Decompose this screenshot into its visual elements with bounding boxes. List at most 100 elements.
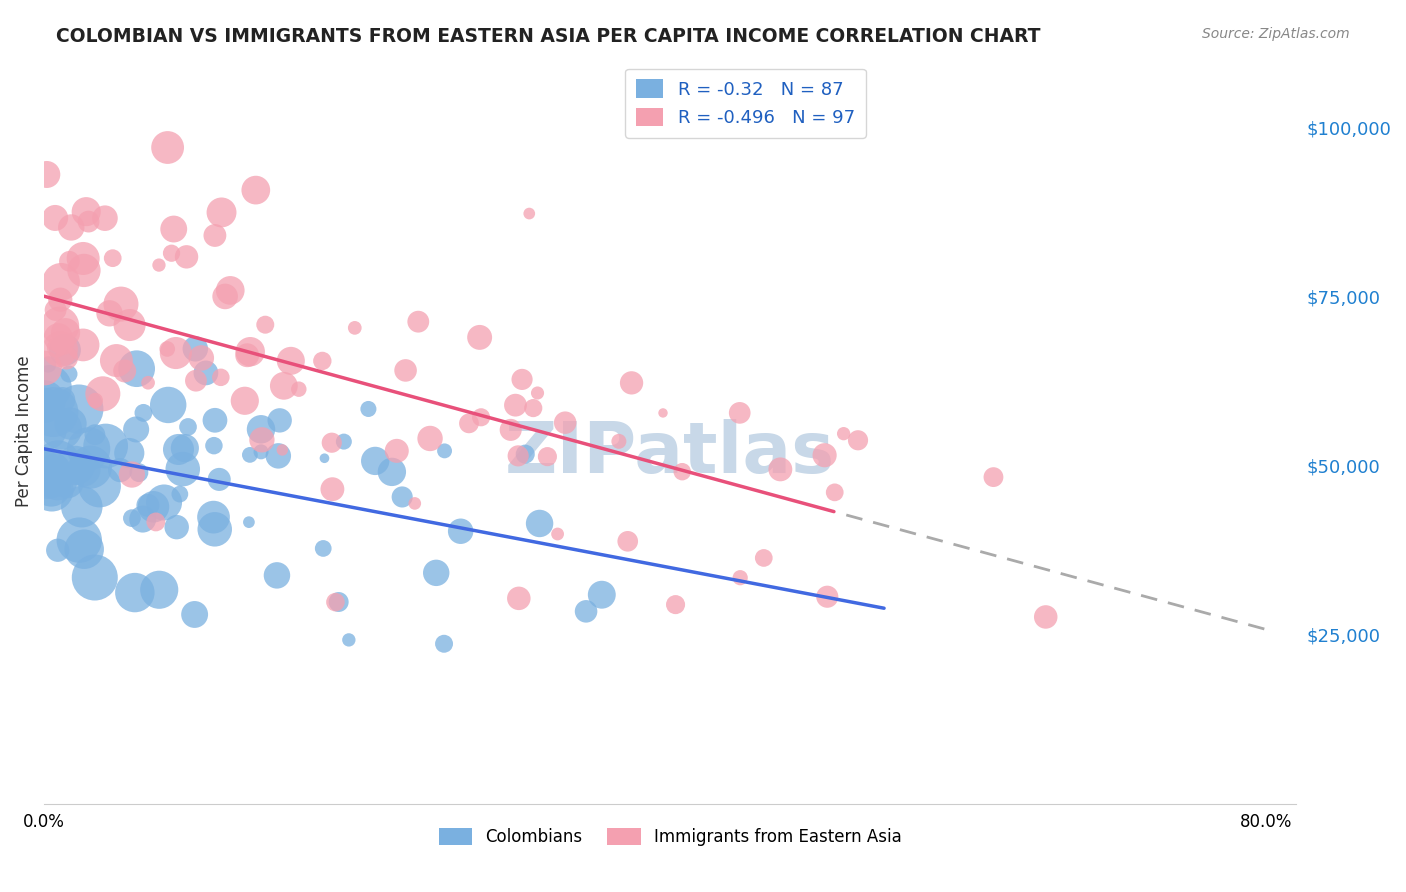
- Point: [846, 434, 869, 448]
- Point: [211, 205, 233, 219]
- Point: [468, 330, 491, 344]
- Point: [75, 204, 97, 219]
- Point: [510, 372, 533, 386]
- Point: [233, 393, 256, 408]
- Point: [337, 632, 360, 647]
- Point: [813, 448, 835, 462]
- Point: [314, 451, 336, 466]
- Y-axis label: Per Capita Income: Per Capita Income: [15, 356, 32, 508]
- Point: [38, 380, 60, 394]
- Point: [108, 463, 131, 477]
- Point: [77, 442, 100, 456]
- Point: [142, 500, 165, 514]
- Point: [70, 500, 93, 514]
- Point: [67, 402, 90, 417]
- Point: [832, 426, 855, 441]
- Point: [114, 364, 136, 378]
- Point: [425, 566, 447, 580]
- Point: [311, 354, 333, 368]
- Point: [394, 363, 416, 377]
- Point: [325, 595, 347, 609]
- Text: Source: ZipAtlas.com: Source: ZipAtlas.com: [1202, 27, 1350, 41]
- Point: [58, 367, 80, 381]
- Point: [554, 416, 576, 430]
- Point: [1035, 610, 1057, 624]
- Point: [408, 315, 430, 329]
- Point: [250, 433, 273, 447]
- Point: [458, 417, 481, 431]
- Point: [52, 336, 75, 351]
- Point: [652, 406, 675, 420]
- Point: [238, 515, 260, 529]
- Point: [616, 534, 638, 549]
- Point: [72, 252, 94, 266]
- Point: [35, 168, 58, 182]
- Point: [125, 422, 148, 436]
- Point: [73, 462, 96, 476]
- Point: [83, 427, 105, 442]
- Point: [34, 399, 56, 413]
- Point: [69, 466, 91, 480]
- Point: [470, 410, 492, 425]
- Point: [83, 570, 105, 584]
- Point: [536, 450, 558, 464]
- Point: [236, 348, 259, 362]
- Point: [250, 422, 273, 436]
- Point: [37, 358, 59, 372]
- Point: [529, 516, 551, 531]
- Point: [254, 318, 277, 332]
- Point: [51, 422, 73, 436]
- Point: [239, 448, 262, 462]
- Point: [79, 460, 101, 475]
- Point: [56, 475, 79, 489]
- Point: [37, 467, 59, 482]
- Point: [522, 401, 544, 416]
- Point: [204, 228, 226, 243]
- Point: [157, 398, 180, 412]
- Point: [34, 392, 56, 407]
- Point: [184, 374, 207, 388]
- Point: [357, 401, 380, 416]
- Point: [269, 413, 291, 427]
- Point: [328, 595, 350, 609]
- Point: [145, 515, 167, 529]
- Point: [547, 527, 569, 541]
- Point: [94, 439, 117, 453]
- Point: [190, 351, 212, 365]
- Point: [364, 454, 387, 468]
- Point: [49, 275, 72, 289]
- Point: [385, 443, 408, 458]
- Point: [381, 465, 404, 479]
- Point: [136, 498, 159, 512]
- Point: [46, 331, 69, 345]
- Point: [250, 445, 273, 459]
- Point: [42, 405, 65, 419]
- Point: [769, 462, 792, 476]
- Point: [280, 354, 302, 368]
- Point: [98, 306, 121, 320]
- Point: [55, 351, 77, 365]
- Point: [526, 386, 548, 401]
- Point: [172, 462, 194, 476]
- Point: [39, 480, 62, 494]
- Point: [169, 487, 191, 501]
- Point: [34, 361, 56, 376]
- Point: [177, 420, 200, 434]
- Point: [46, 474, 69, 488]
- Point: [312, 541, 335, 556]
- Point: [45, 341, 67, 355]
- Point: [517, 206, 540, 220]
- Point: [176, 250, 198, 264]
- Point: [125, 361, 148, 376]
- Point: [204, 522, 226, 536]
- Point: [333, 434, 356, 449]
- Point: [101, 251, 124, 265]
- Point: [49, 343, 72, 357]
- Point: [58, 254, 80, 268]
- Point: [591, 588, 613, 602]
- Point: [239, 344, 262, 359]
- Point: [208, 472, 231, 486]
- Point: [132, 406, 155, 420]
- Point: [35, 457, 58, 471]
- Point: [433, 637, 456, 651]
